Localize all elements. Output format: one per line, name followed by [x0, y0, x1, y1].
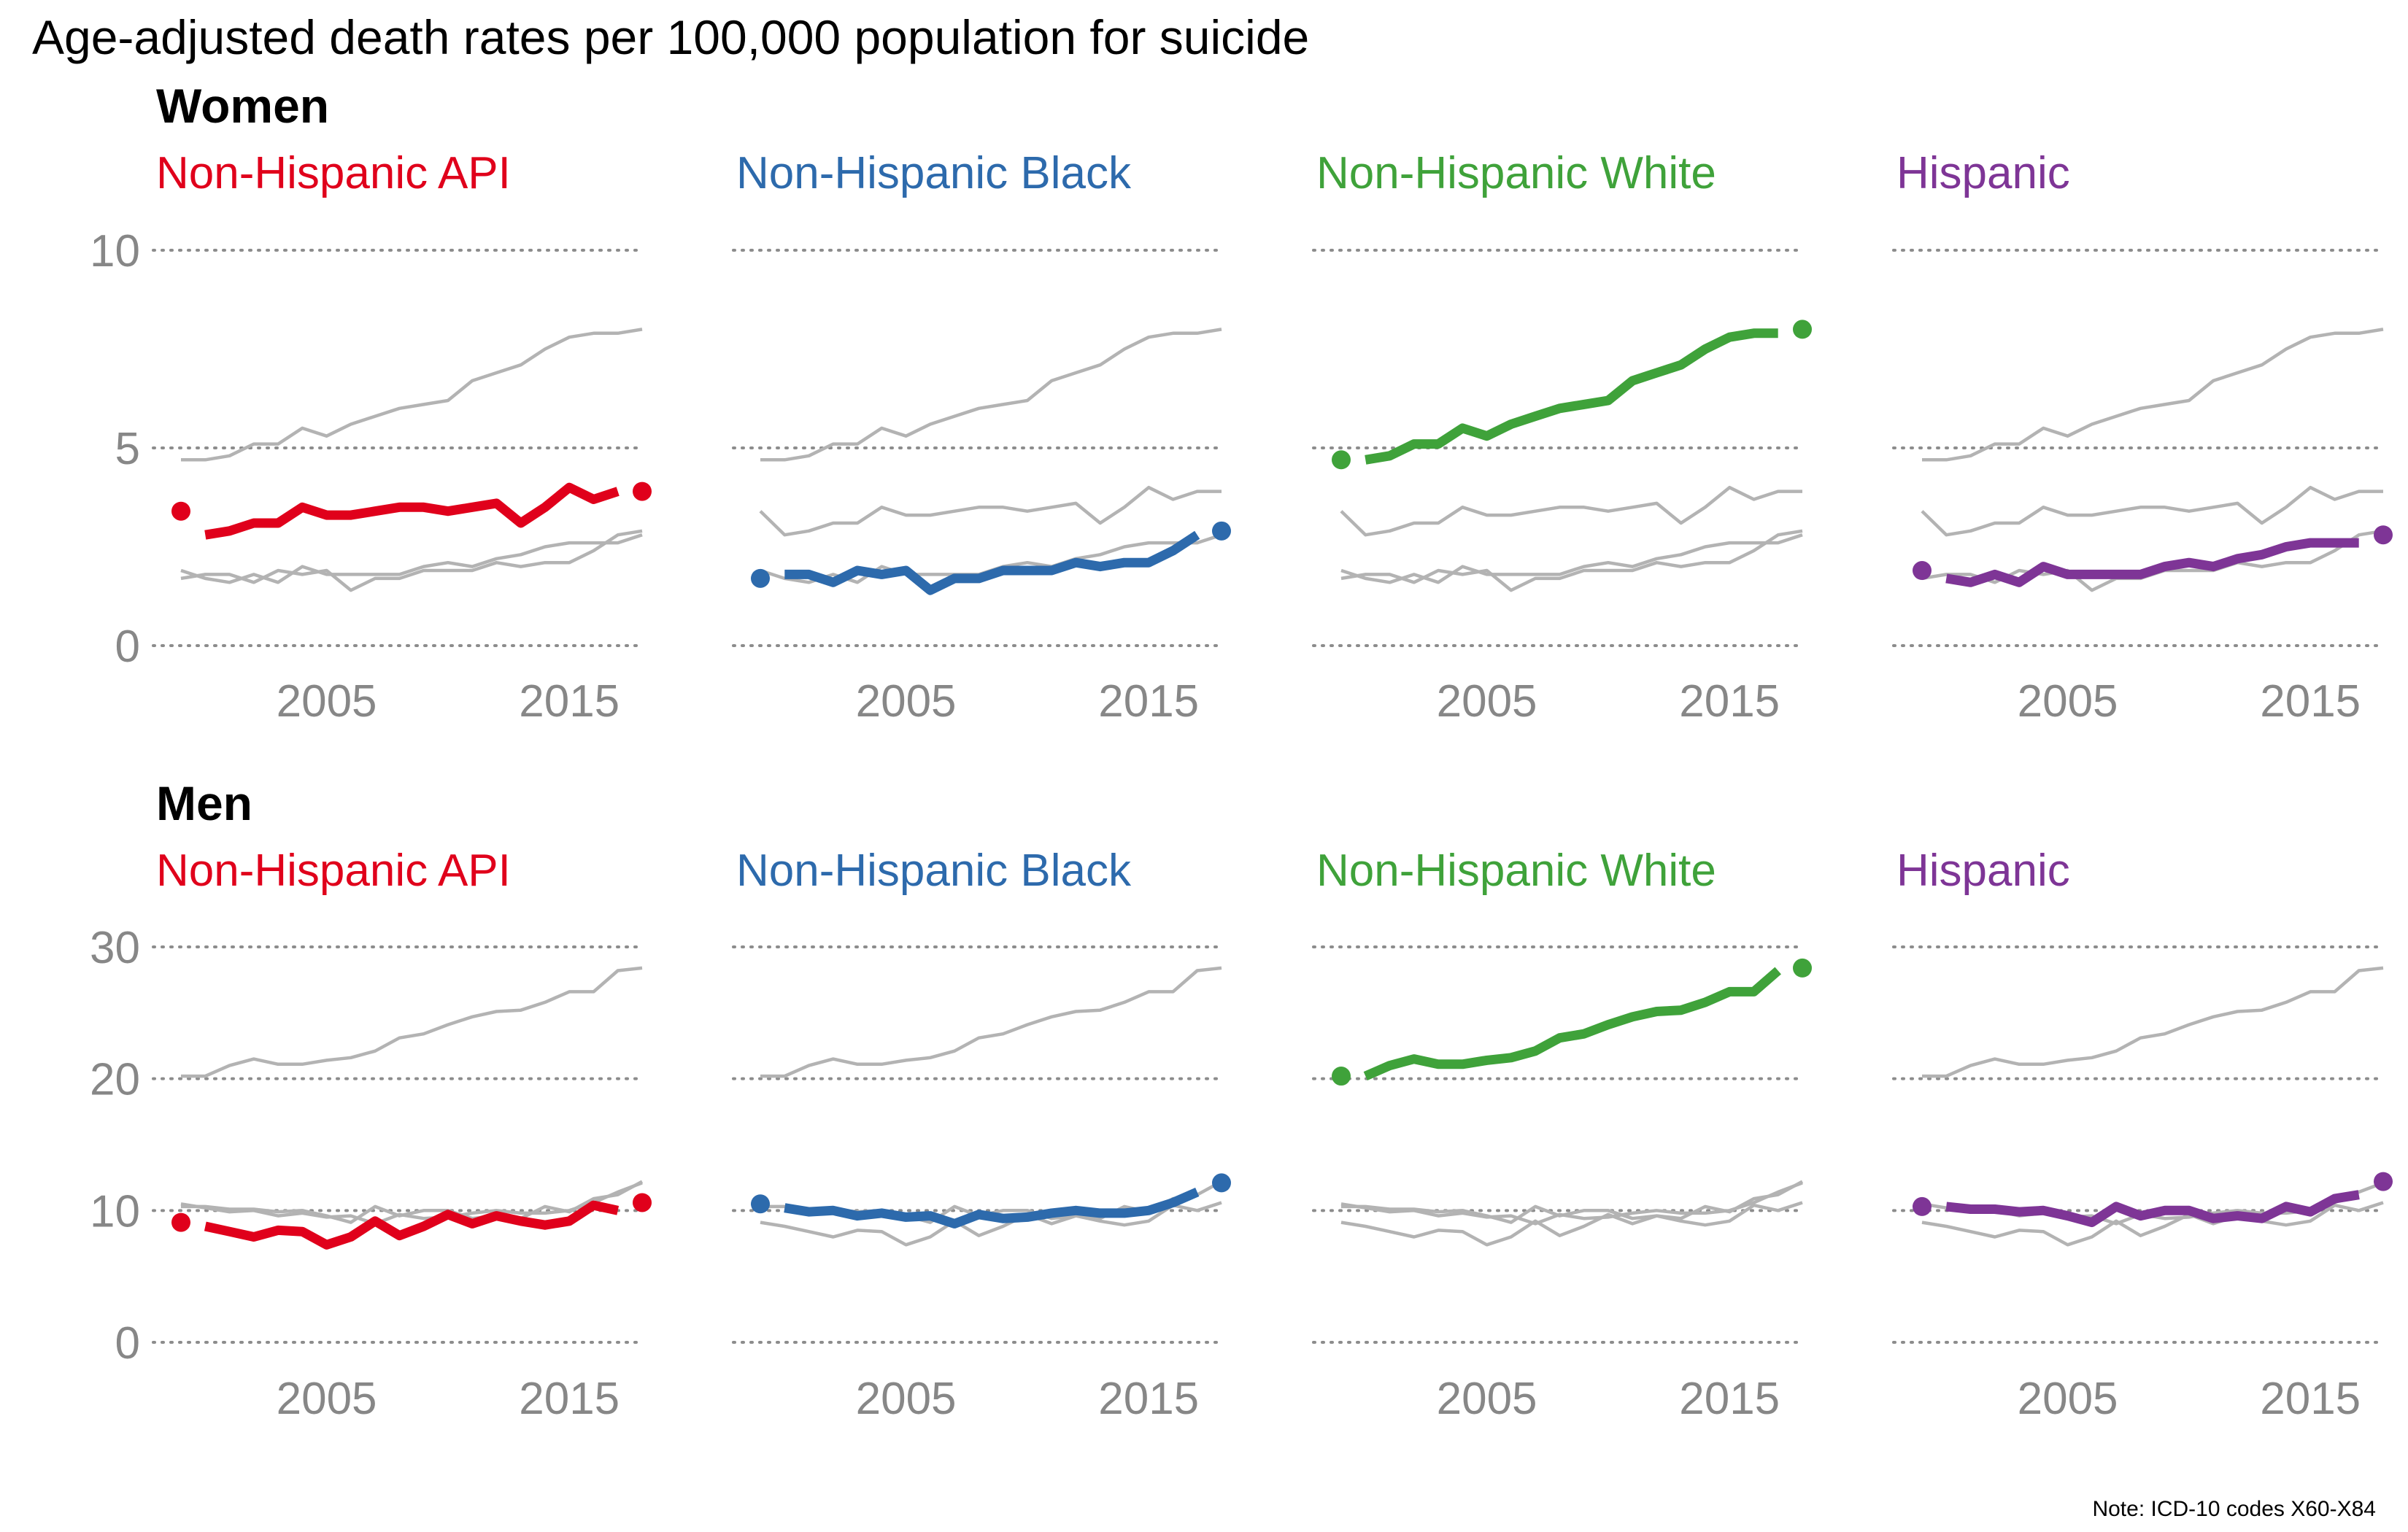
background-series-line-non-hispanic-white — [760, 966, 1222, 1078]
panel-women-non-hispanic-white: Non-Hispanic White 2005 2015 — [1312, 148, 1812, 727]
section-title-men: Men — [156, 776, 252, 830]
end-point — [2374, 525, 2393, 545]
end-point — [1793, 320, 1812, 339]
panel-title: Non-Hispanic API — [156, 148, 511, 198]
panel-title: Hispanic — [1896, 148, 2070, 198]
panel-title: Hispanic — [1896, 846, 2070, 896]
x-tick-label: 2005 — [1437, 1374, 1537, 1424]
background-series-line-non-hispanic-white — [1922, 328, 2384, 462]
end-point — [1212, 521, 1231, 541]
end-point — [633, 481, 652, 501]
highlight-series-line-non-hispanic-white — [1363, 967, 1781, 1081]
x-tick-label: 2015 — [1679, 676, 1780, 727]
y-tick-label: 20 — [90, 1055, 140, 1105]
panel-women-non-hispanic-black: Non-Hispanic Black 2005 2015 — [732, 148, 1231, 727]
panel-women-non-hispanic-api: Non-Hispanic API 0 5 10 2005 2015 — [90, 148, 652, 727]
background-series-line-non-hispanic-white — [1922, 966, 2384, 1078]
chart-note: Note: ICD-10 codes X60-X84 — [2092, 1497, 2376, 1521]
panel-women-hispanic: Hispanic 2005 2015 — [1892, 148, 2393, 727]
panel-title: Non-Hispanic Black — [736, 846, 1132, 896]
x-tick-label: 2005 — [856, 1374, 957, 1424]
start-point — [171, 1212, 190, 1232]
x-tick-label: 2005 — [277, 1374, 377, 1424]
panel-men-non-hispanic-white: Non-Hispanic White 2005 2015 — [1312, 846, 1812, 1424]
x-tick-label: 2015 — [1098, 1374, 1199, 1424]
panel-men-non-hispanic-api: Non-Hispanic API 0 10 20 30 2005 2015 — [90, 846, 652, 1424]
background-series-line-non-hispanic-api — [1921, 1201, 2384, 1247]
x-tick-label: 2015 — [1098, 676, 1199, 727]
background-series-line-non-hispanic-white — [181, 966, 643, 1078]
start-point — [751, 568, 770, 588]
background-series-line-non-hispanic-black — [1340, 529, 1803, 592]
background-series-line-non-hispanic-api — [759, 485, 1222, 537]
panel-title: Non-Hispanic White — [1316, 846, 1716, 896]
panel-title: Non-Hispanic White — [1316, 148, 1716, 198]
highlight-series-line-non-hispanic-black — [784, 530, 1200, 595]
panel-men-hispanic: Hispanic 2005 2015 — [1892, 846, 2393, 1424]
start-point — [1913, 1196, 1932, 1216]
highlight-series-line-non-hispanic-api — [204, 1200, 620, 1250]
end-point — [1212, 1173, 1231, 1193]
highlight-series-line-non-hispanic-white — [1365, 328, 1778, 465]
panel-title: Non-Hispanic Black — [736, 148, 1132, 198]
background-series-line-non-hispanic-white — [181, 328, 643, 462]
start-point — [1913, 561, 1932, 581]
y-tick-label: 0 — [115, 622, 140, 672]
background-series-line-non-hispanic-white — [760, 328, 1222, 462]
highlight-series-line-hispanic — [1945, 538, 2359, 587]
start-point — [751, 1194, 770, 1214]
x-tick-label: 2015 — [1679, 1374, 1780, 1424]
background-series-line-hispanic — [181, 1180, 644, 1224]
y-tick-label: 30 — [90, 923, 140, 973]
x-tick-label: 2005 — [2018, 1374, 2118, 1424]
x-tick-label: 2005 — [1437, 676, 1537, 727]
x-tick-label: 2015 — [519, 1374, 620, 1424]
start-point — [1332, 1067, 1351, 1086]
background-series-line-non-hispanic-api — [1340, 1201, 1803, 1247]
y-tick-label: 10 — [90, 1186, 140, 1237]
section-title-women: Women — [156, 79, 329, 133]
background-series-line-non-hispanic-api — [760, 1201, 1222, 1247]
chart-title: Age-adjusted death rates per 100,000 pop… — [32, 10, 1309, 64]
highlight-series-line-non-hispanic-api — [204, 482, 620, 540]
panel-title: Non-Hispanic API — [156, 846, 511, 896]
x-tick-label: 2005 — [277, 676, 377, 727]
start-point — [1332, 450, 1351, 470]
panel-men-non-hispanic-black: Non-Hispanic Black 2005 2015 — [732, 846, 1231, 1424]
end-point — [2374, 1172, 2393, 1191]
background-series-line-hispanic — [180, 533, 643, 584]
end-point — [1793, 958, 1812, 978]
x-tick-label: 2015 — [2260, 676, 2361, 727]
y-tick-label: 10 — [90, 226, 140, 276]
highlight-series-line-hispanic — [1945, 1190, 2360, 1228]
x-tick-label: 2015 — [519, 676, 620, 727]
end-point — [633, 1193, 652, 1212]
background-series-line-non-hispanic-api — [1921, 485, 2383, 537]
background-series-line-non-hispanic-black — [180, 529, 643, 592]
x-tick-label: 2015 — [2260, 1374, 2361, 1424]
x-tick-label: 2005 — [856, 676, 957, 727]
y-tick-label: 5 — [115, 424, 140, 474]
background-series-line-hispanic — [1340, 533, 1803, 584]
highlight-series-line-non-hispanic-black — [784, 1188, 1200, 1229]
background-series-line-hispanic — [1341, 1180, 1804, 1224]
y-tick-label: 0 — [115, 1318, 140, 1369]
x-tick-label: 2005 — [2018, 676, 2118, 727]
background-series-line-non-hispanic-api — [1340, 485, 1802, 537]
start-point — [171, 501, 190, 521]
